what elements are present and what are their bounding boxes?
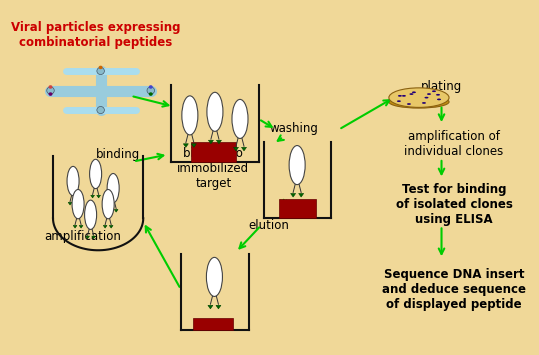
Ellipse shape: [67, 166, 79, 196]
Ellipse shape: [397, 100, 401, 102]
Ellipse shape: [427, 93, 431, 95]
Polygon shape: [103, 225, 107, 228]
Ellipse shape: [149, 92, 153, 96]
Ellipse shape: [410, 93, 413, 95]
Polygon shape: [191, 144, 196, 147]
Ellipse shape: [147, 87, 155, 94]
Polygon shape: [68, 202, 72, 205]
Ellipse shape: [389, 95, 449, 108]
Ellipse shape: [72, 190, 84, 219]
Polygon shape: [74, 202, 78, 205]
Text: amplification of
individual clones: amplification of individual clones: [404, 130, 503, 158]
Polygon shape: [299, 193, 303, 197]
Polygon shape: [114, 209, 118, 212]
Ellipse shape: [97, 106, 105, 114]
Ellipse shape: [107, 174, 119, 203]
Polygon shape: [73, 225, 77, 228]
Polygon shape: [92, 236, 95, 239]
Ellipse shape: [49, 85, 52, 89]
Polygon shape: [183, 144, 188, 147]
Polygon shape: [96, 195, 100, 198]
Ellipse shape: [89, 159, 102, 189]
Polygon shape: [209, 140, 213, 144]
FancyBboxPatch shape: [194, 318, 233, 330]
Ellipse shape: [99, 66, 102, 69]
Ellipse shape: [232, 99, 248, 138]
Polygon shape: [79, 225, 83, 228]
Ellipse shape: [207, 92, 223, 131]
Text: Sequence DNA insert
and deduce sequence
of displayed peptide: Sequence DNA insert and deduce sequence …: [382, 268, 526, 311]
Polygon shape: [233, 147, 238, 151]
Ellipse shape: [436, 94, 440, 95]
Text: Test for binding
of isolated clones
using ELISA: Test for binding of isolated clones usin…: [396, 182, 513, 226]
Polygon shape: [217, 140, 222, 144]
Ellipse shape: [182, 96, 198, 135]
Ellipse shape: [289, 146, 305, 185]
Polygon shape: [109, 225, 113, 228]
Polygon shape: [208, 305, 213, 309]
Ellipse shape: [422, 102, 426, 104]
Text: Viral particles expressing
combinatorial peptides: Viral particles expressing combinatorial…: [11, 21, 181, 49]
Text: binding to
immobilized
target: binding to immobilized target: [177, 147, 250, 190]
Text: elution: elution: [248, 219, 289, 232]
Ellipse shape: [389, 88, 449, 107]
Ellipse shape: [432, 91, 436, 92]
Polygon shape: [291, 193, 295, 197]
FancyBboxPatch shape: [279, 199, 316, 218]
Polygon shape: [241, 147, 246, 151]
Ellipse shape: [425, 97, 429, 99]
Text: amplification: amplification: [45, 230, 121, 242]
Text: binding: binding: [96, 148, 140, 161]
Ellipse shape: [398, 95, 402, 97]
Ellipse shape: [412, 92, 416, 93]
Polygon shape: [86, 236, 89, 239]
Ellipse shape: [97, 67, 105, 75]
Text: plating: plating: [421, 81, 462, 93]
Ellipse shape: [102, 190, 114, 219]
Ellipse shape: [85, 200, 96, 229]
Ellipse shape: [407, 103, 411, 105]
Ellipse shape: [47, 87, 54, 94]
Ellipse shape: [49, 92, 52, 96]
Ellipse shape: [206, 257, 223, 296]
Polygon shape: [216, 305, 221, 309]
Text: washing: washing: [269, 122, 318, 135]
Polygon shape: [91, 195, 94, 198]
Ellipse shape: [437, 98, 441, 100]
Polygon shape: [108, 209, 112, 212]
Ellipse shape: [149, 85, 153, 89]
FancyBboxPatch shape: [191, 142, 236, 162]
Ellipse shape: [402, 95, 406, 97]
